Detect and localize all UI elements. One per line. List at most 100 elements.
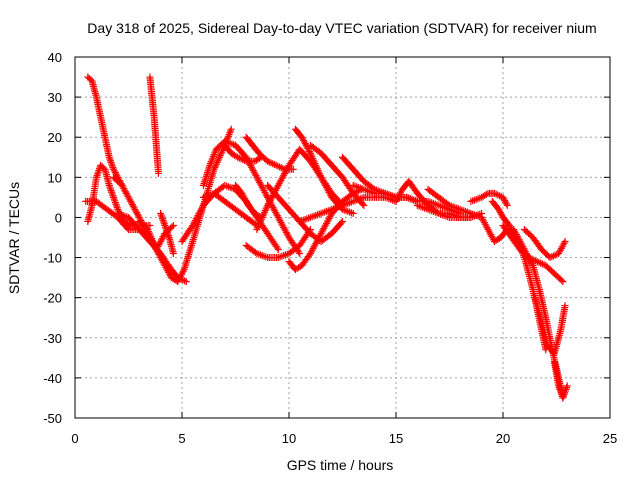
data-point	[125, 194, 133, 202]
data-point	[110, 193, 118, 201]
data-point	[269, 160, 277, 168]
data-point	[253, 225, 261, 233]
data-point	[179, 276, 187, 284]
data-point	[169, 250, 177, 258]
data-point	[93, 172, 101, 180]
data-point	[270, 160, 278, 168]
data-point	[128, 201, 136, 209]
data-point	[300, 136, 308, 144]
data-point	[559, 394, 567, 402]
y-tick-label: 10	[48, 170, 62, 185]
y-tick-label: -10	[43, 251, 62, 266]
data-point	[168, 223, 176, 231]
data-point	[108, 162, 116, 170]
series-sat-k	[199, 189, 261, 229]
data-point	[215, 155, 223, 163]
data-point	[121, 186, 129, 194]
data-point	[562, 385, 570, 393]
data-point	[163, 227, 171, 235]
data-point	[261, 207, 269, 215]
y-axis-label: SDTVAR / TECUs	[6, 182, 22, 294]
data-point	[263, 203, 271, 211]
data-point	[560, 392, 568, 400]
data-point	[257, 215, 265, 223]
data-point	[311, 160, 319, 168]
data-point	[239, 156, 247, 164]
data-point	[307, 151, 315, 159]
data-point	[120, 185, 128, 193]
series-sat-u	[306, 141, 368, 209]
data-point	[277, 164, 285, 172]
data-point	[496, 192, 504, 200]
data-point	[122, 189, 130, 197]
data-point	[274, 162, 282, 170]
data-point	[161, 223, 169, 231]
data-point	[537, 259, 545, 267]
data-point	[110, 195, 118, 203]
data-point	[255, 220, 263, 228]
data-point	[501, 197, 509, 205]
data-point	[174, 274, 182, 282]
data-point	[495, 205, 503, 213]
data-point	[526, 254, 534, 262]
data-point	[160, 218, 168, 226]
data-point	[494, 191, 502, 199]
data-point	[306, 149, 314, 157]
series-sat-f	[135, 217, 177, 254]
data-point	[316, 170, 324, 178]
data-point	[258, 213, 266, 221]
data-point	[240, 156, 248, 164]
data-point	[296, 250, 304, 258]
y-tick-label: 30	[48, 90, 62, 105]
data-point	[215, 153, 223, 161]
data-point	[158, 215, 166, 223]
data-point	[301, 140, 309, 148]
data-point	[108, 190, 116, 198]
data-point	[264, 157, 272, 165]
data-point	[127, 199, 135, 207]
data-point	[212, 160, 220, 168]
data-point	[159, 216, 167, 224]
data-point	[305, 146, 313, 154]
data-point	[158, 213, 166, 221]
data-point	[551, 251, 559, 259]
data-point	[146, 221, 154, 229]
data-point	[108, 160, 116, 168]
data-point	[257, 217, 265, 225]
data-point	[133, 210, 141, 218]
data-point	[217, 150, 225, 158]
data-point	[165, 232, 173, 240]
data-point	[92, 173, 100, 181]
x-tick-labels: 0 5 10 15 20 25	[71, 431, 617, 446]
data-point	[555, 382, 563, 390]
data-point	[497, 210, 505, 218]
x-axis-label: GPS time / hours	[287, 457, 394, 473]
data-point	[158, 234, 166, 242]
data-point	[153, 244, 161, 252]
data-point	[308, 153, 316, 161]
data-point	[131, 205, 139, 213]
data-point	[349, 209, 357, 217]
data-point	[556, 385, 564, 393]
y-tick-label: 20	[48, 130, 62, 145]
data-point	[496, 207, 504, 215]
axis-ticks	[74, 56, 611, 419]
data-point	[298, 133, 306, 141]
data-point	[272, 161, 280, 169]
series-sat-g	[146, 73, 162, 177]
data-point	[182, 278, 190, 286]
plot-frame	[74, 56, 611, 419]
data-point	[214, 157, 222, 165]
data-point	[227, 125, 235, 133]
data-point	[159, 233, 167, 241]
data-point	[123, 224, 131, 232]
x-tick-label: 20	[496, 431, 510, 446]
series-sat-ab	[478, 213, 511, 246]
data-point	[119, 183, 127, 191]
data-point	[106, 155, 114, 163]
x-tick-label: 10	[282, 431, 296, 446]
data-point	[559, 278, 567, 286]
data-point	[126, 196, 134, 204]
data-point	[124, 193, 132, 201]
